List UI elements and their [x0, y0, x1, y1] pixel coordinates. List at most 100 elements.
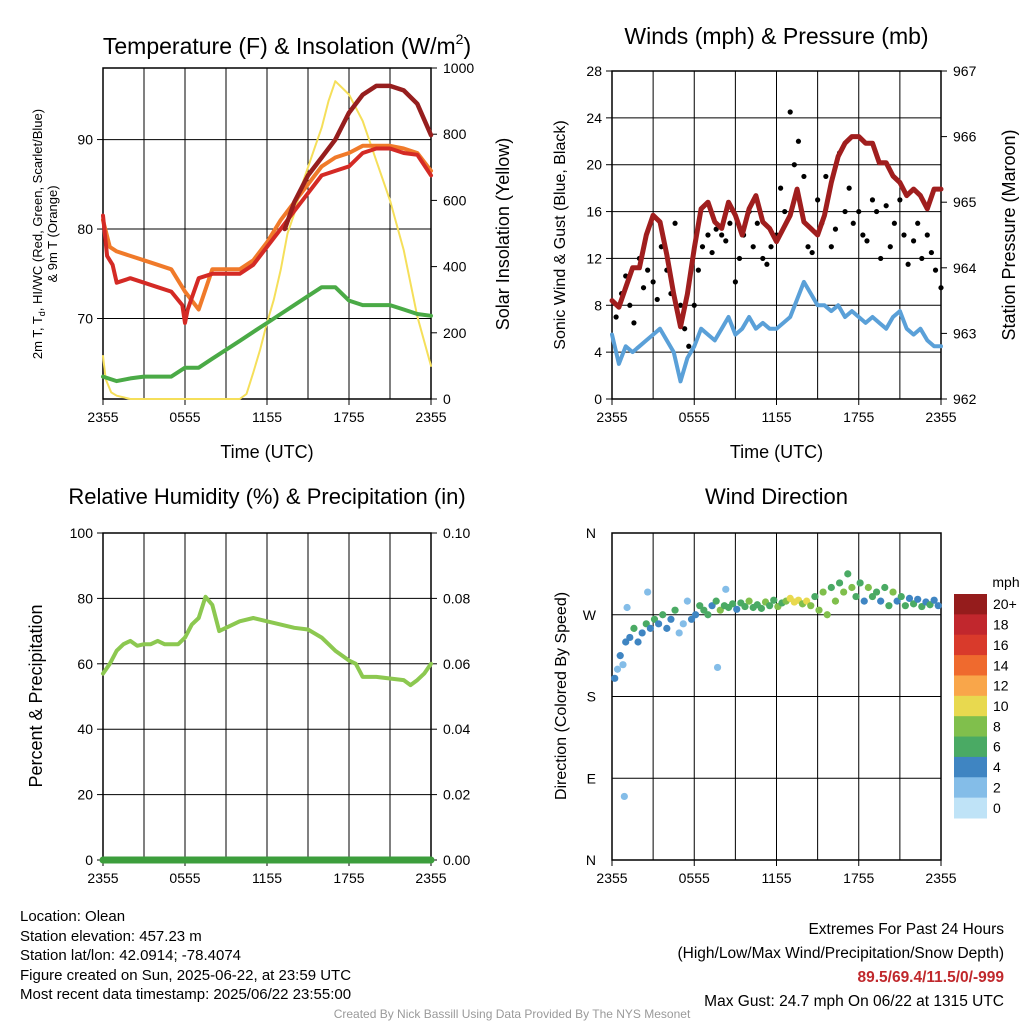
- gust-point: [910, 238, 917, 244]
- x-tick-label: 0555: [679, 870, 710, 886]
- direction-point: [626, 633, 634, 642]
- direction-point: [831, 597, 840, 605]
- gust-point: [695, 267, 701, 273]
- y2-tick-label: 962: [953, 391, 977, 407]
- gust-point: [928, 249, 935, 256]
- x-tick-label: 1755: [333, 409, 364, 425]
- y-tick-label: 24: [586, 110, 602, 126]
- colorbar-label: 12: [993, 678, 1009, 694]
- y-tick-label: 80: [77, 590, 93, 606]
- gust-point: [613, 314, 619, 320]
- gust-point: [823, 173, 829, 180]
- gust-point: [754, 220, 760, 226]
- y2-tick-label: 967: [953, 63, 977, 79]
- y-tick-label: 12: [586, 250, 602, 266]
- panel-border: [611, 532, 942, 861]
- title-superscript: 2: [456, 31, 464, 47]
- direction-point: [620, 792, 628, 801]
- chart-title-rh: Relative Humidity (%) & Precipitation (i…: [68, 484, 465, 509]
- direction-point: [897, 592, 905, 601]
- dewpoint-line: [101, 285, 433, 384]
- colorbar: 20+ 18 16 14 12 10 8 6 4 2 0 mph: [954, 574, 1020, 819]
- title-main: Temperature (F) & Insolation (W/m: [103, 33, 456, 59]
- t9m-line: [101, 143, 433, 312]
- gust-point: [864, 238, 870, 244]
- wind-speed-line: [610, 279, 943, 384]
- gust-point: [901, 232, 907, 238]
- colorbar-swatch: [954, 634, 987, 656]
- direction-point: [848, 583, 856, 592]
- direction-point: [811, 592, 819, 601]
- x-tick-label: 1755: [843, 409, 874, 425]
- y2-tick-label: 963: [953, 325, 977, 341]
- x-tick-label: 0555: [679, 409, 710, 425]
- y2-tick-label: 400: [443, 259, 467, 275]
- x-tick-label: 2355: [87, 409, 118, 425]
- direction-point: [901, 602, 909, 610]
- colorbar-swatch: [954, 675, 987, 697]
- gust-point: [699, 244, 706, 250]
- gust-point: [705, 232, 711, 238]
- x-tick-label: 1155: [252, 870, 282, 886]
- direction-point: [914, 595, 922, 603]
- direction-point: [807, 602, 815, 610]
- y-tick-label: 16: [586, 204, 602, 220]
- colorbar-label: 4: [993, 759, 1001, 775]
- gust-point: [686, 343, 692, 349]
- direction-point: [729, 600, 737, 608]
- chart-title-winds: Winds (mph) & Pressure (mb): [624, 23, 928, 49]
- panel-2: 2355 0555 1155 1755 2355 0 4 8 12 16 20 24 28 962 963 9…: [586, 63, 976, 425]
- y2-tick-label: 200: [443, 325, 467, 341]
- y-tick-label: N: [586, 852, 596, 868]
- gust-point: [640, 285, 647, 291]
- chart-title-direction: Wind Direction: [705, 484, 848, 509]
- y2-tick-label: 0.02: [443, 787, 470, 803]
- info-created: Figure created on Sun, 2025-06-22, at 23…: [20, 966, 352, 984]
- direction-point: [663, 624, 671, 632]
- gust-point: [778, 185, 784, 191]
- direction-point: [889, 588, 897, 596]
- direction-point: [704, 611, 712, 619]
- gust-point: [650, 279, 656, 285]
- gust-point: [856, 208, 862, 215]
- gust-point: [869, 197, 876, 203]
- y-tick-label: 20: [77, 787, 93, 803]
- x-axis-label-temp: Time (UTC): [220, 442, 313, 462]
- gust-point: [682, 326, 688, 332]
- y-axis-label-winds: Sonic Wind & Gust (Blue, Black): [552, 120, 569, 349]
- y-tick-label: 80: [77, 221, 93, 237]
- gust-point: [732, 279, 738, 285]
- gust-point: [805, 244, 811, 250]
- extremes-gust: Max Gust: 24.7 mph On 06/22 at 1315 UTC: [704, 993, 1004, 1010]
- gust-point: [832, 226, 839, 232]
- direction-point: [930, 596, 938, 604]
- gust-point: [719, 232, 725, 238]
- direction-point: [675, 629, 683, 637]
- y-label-b: , HI/WC (Red, Green, Scarlet/Blue): [30, 109, 45, 311]
- x-tick-label: 1755: [843, 870, 874, 886]
- y2-tick-label: 964: [953, 260, 977, 276]
- gust-point: [891, 220, 897, 226]
- gust-point: [883, 203, 889, 209]
- colorbar-label: 20+: [993, 596, 1017, 612]
- y-axis-label-rh: Percent & Precipitation: [26, 604, 46, 787]
- gust-point: [938, 285, 944, 291]
- direction-point: [835, 579, 844, 587]
- colorbar-label: 10: [993, 698, 1009, 714]
- solar-line: [102, 80, 432, 400]
- x-tick-label: 2355: [415, 870, 446, 886]
- direction-point: [823, 611, 831, 619]
- gust-point: [850, 220, 856, 226]
- direction-point: [905, 594, 914, 603]
- y-label-line2: & 9m T (Orange): [45, 185, 60, 282]
- gust-point: [815, 197, 821, 203]
- gust-point: [809, 249, 815, 256]
- y2-tick-label: 800: [443, 126, 467, 142]
- direction-point: [667, 615, 675, 623]
- gust-point: [627, 302, 633, 308]
- title-end: ): [463, 33, 471, 59]
- y2-tick-label: 1000: [443, 60, 474, 76]
- station-info: Location: Olean Station elevation: 457.2…: [20, 907, 351, 1005]
- direction-point: [745, 597, 753, 605]
